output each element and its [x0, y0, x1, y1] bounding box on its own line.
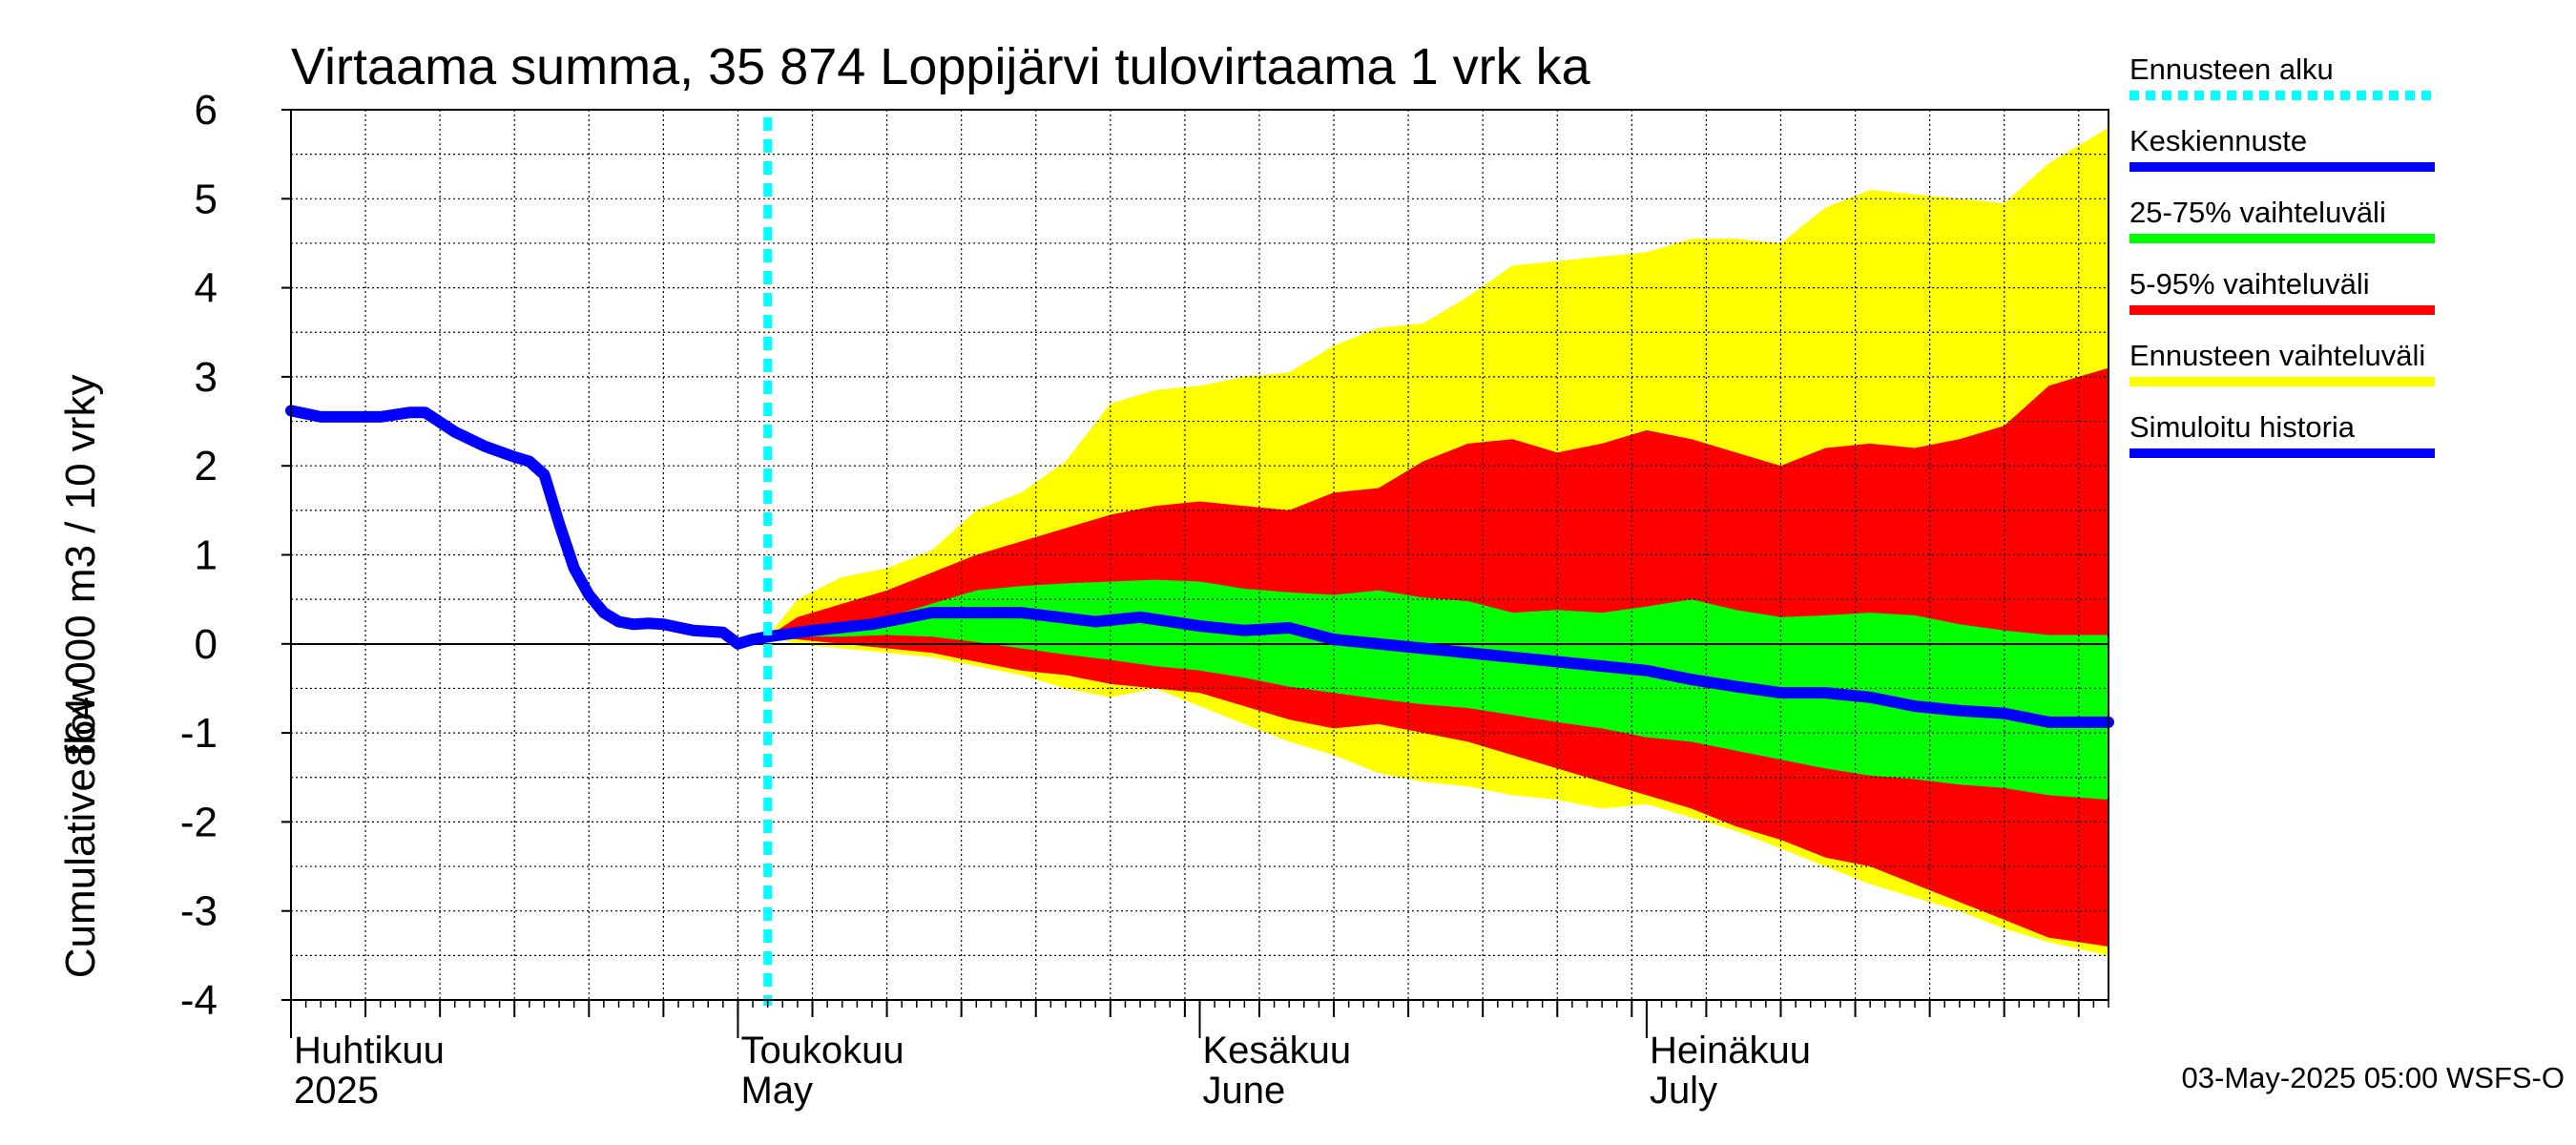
ytick-label: -1: [180, 710, 218, 757]
ytick-label: 2: [195, 443, 218, 489]
legend: Ennusteen alku Keskiennuste 25-75% vaihtel…: [2129, 52, 2435, 458]
ytick-label: 6: [195, 87, 218, 134]
grid: [291, 110, 2109, 1000]
ytick-label: -4: [180, 977, 218, 1024]
ytick-label: -2: [180, 799, 218, 845]
legend-forecast-start-label: Ennusteen alku: [2129, 52, 2334, 86]
y-axis-label-en: Cumulative flow: [57, 682, 104, 979]
legend-25-75-label: 25-75% vaihteluväli: [2129, 196, 2386, 229]
median-line: [761, 607, 2114, 728]
ytick-label: 4: [195, 265, 218, 312]
legend-history-label: Simuloitu historia: [2129, 410, 2356, 444]
band-2: [767, 579, 2109, 801]
ytick-label: 1: [195, 532, 218, 579]
month-label-en: 2025: [294, 1070, 379, 1112]
month-label-en: May: [740, 1070, 813, 1112]
forecast-lines: [285, 405, 2114, 728]
forecast-bands: [767, 127, 2109, 956]
legend-5-95-label: 5-95% vaihteluväli: [2129, 267, 2370, 301]
month-label-fi: Heinäkuu: [1650, 1030, 1811, 1072]
ytick-label: 3: [195, 354, 218, 401]
ytick-label: 0: [195, 621, 218, 668]
month-label-fi: Huhtikuu: [294, 1030, 445, 1072]
chart-title: Virtaama summa, 35 874 Loppijärvi tulovi…: [291, 38, 1591, 95]
history-line: [285, 405, 774, 650]
timestamp-footer: 03-May-2025 05:00 WSFS-O: [2182, 1061, 2565, 1094]
ytick-label: 5: [195, 176, 218, 222]
month-label-en: June: [1203, 1070, 1286, 1112]
month-label-fi: Kesäkuu: [1203, 1030, 1352, 1072]
y-axis-label-fi: 864 000 m3 / 10 vrky: [57, 375, 104, 767]
month-label-fi: Toukokuu: [740, 1030, 904, 1072]
ytick-label: -3: [180, 888, 218, 935]
legend-forecast-range-label: Ennusteen vaihteluväli: [2129, 339, 2425, 372]
month-label-en: July: [1650, 1070, 1717, 1112]
legend-median-label: Keskiennuste: [2129, 124, 2307, 157]
y-axis-ticks: -4 -3 -2 -1 0 1 2 3 4 5 6: [180, 87, 291, 1024]
